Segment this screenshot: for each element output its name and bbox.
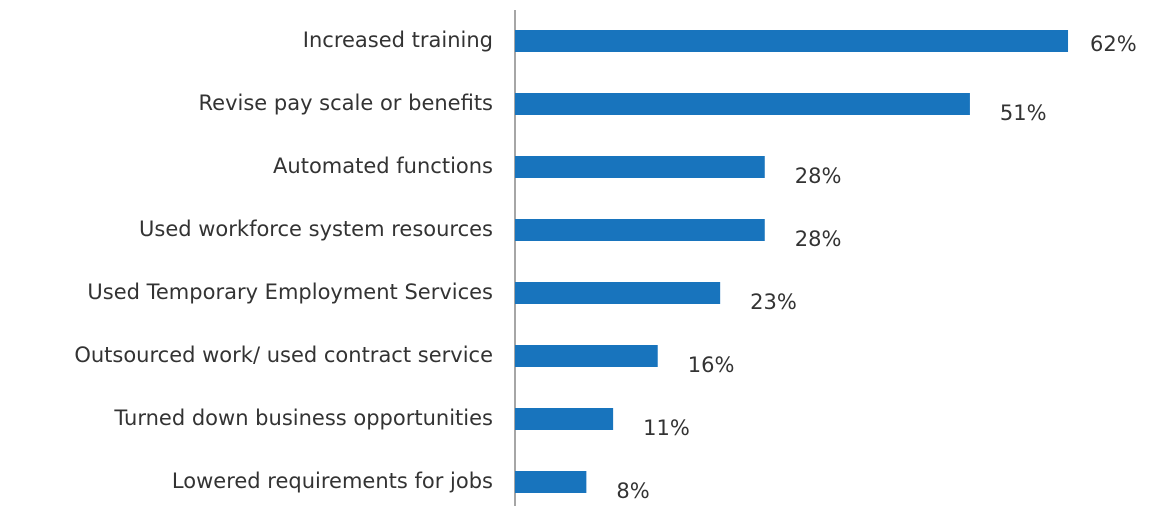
value-label: 62% xyxy=(1090,32,1137,56)
bar xyxy=(515,93,970,115)
value-label: 11% xyxy=(643,416,690,440)
category-label: Increased training xyxy=(303,28,493,52)
category-label: Automated functions xyxy=(273,154,493,178)
category-label: Lowered requirements for jobs xyxy=(172,469,493,493)
bar xyxy=(515,408,614,430)
bar xyxy=(515,30,1069,52)
bar xyxy=(515,345,658,367)
category-label: Outsourced work/ used contract service xyxy=(74,343,493,367)
category-label: Turned down business opportunities xyxy=(113,406,493,430)
value-label: 16% xyxy=(688,353,735,377)
bar xyxy=(515,219,765,241)
value-label: 28% xyxy=(795,164,842,188)
bar xyxy=(515,471,587,493)
value-label: 8% xyxy=(616,479,649,503)
bar xyxy=(515,282,721,304)
value-label: 51% xyxy=(1000,101,1047,125)
value-label: 23% xyxy=(750,290,797,314)
category-label: Used workforce system resources xyxy=(139,217,493,241)
category-label: Revise pay scale or benefits xyxy=(199,91,494,115)
bar xyxy=(515,156,765,178)
category-label: Used Temporary Employment Services xyxy=(87,280,493,304)
value-label: 28% xyxy=(795,227,842,251)
